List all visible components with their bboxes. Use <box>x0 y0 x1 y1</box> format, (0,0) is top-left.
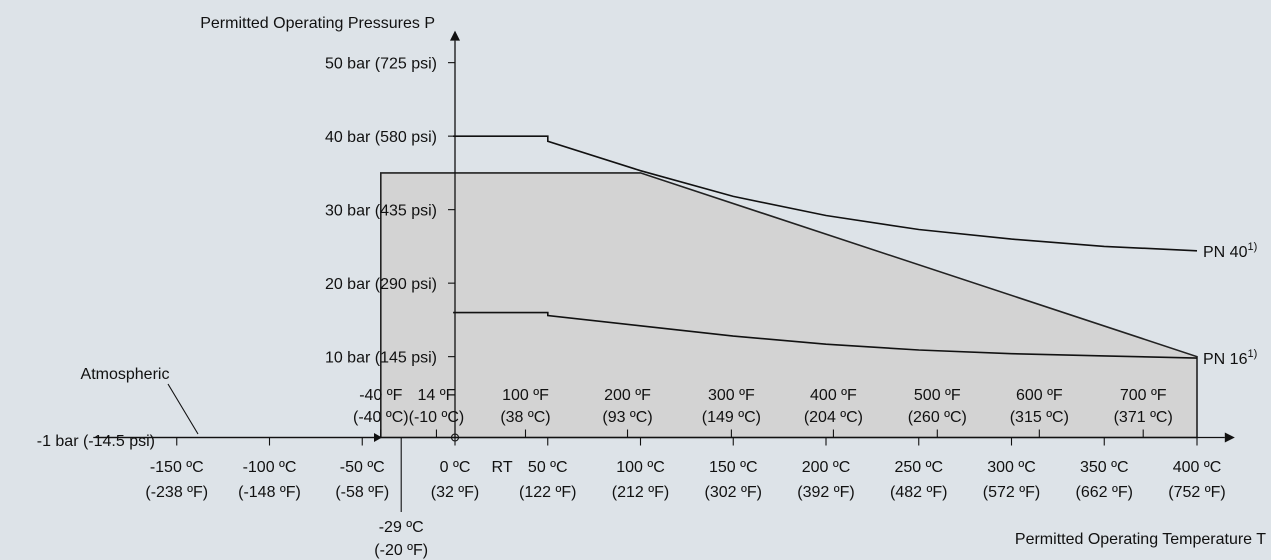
x-tick-sublabel: (572 ºF) <box>983 484 1040 501</box>
x-tick-sublabel: (752 ºF) <box>1168 484 1225 501</box>
fahrenheit-tick-sublabel: (93 ºC) <box>602 409 652 426</box>
special-tick-label: -29 ºC <box>379 519 424 536</box>
fahrenheit-tick-label: 14 ºF <box>418 387 456 404</box>
fahrenheit-tick-label: 200 ºF <box>604 387 651 404</box>
x-tick-label: -100 ºC <box>243 459 297 476</box>
y-tick-label: 40 bar (580 psi) <box>325 129 437 146</box>
x-tick-sublabel: (662 ºF) <box>1076 484 1133 501</box>
y-axis-arrowhead <box>450 30 460 41</box>
x-tick-sublabel: (482 ºF) <box>890 484 947 501</box>
x-tick-sublabel: (302 ºF) <box>705 484 762 501</box>
fahrenheit-tick-sublabel: (38 ºC) <box>500 409 550 426</box>
x-tick-label: 300 ºC <box>987 459 1036 476</box>
x-tick-sublabel: (-238 ºF) <box>145 484 208 501</box>
x-axis-title: Permitted Operating Temperature T <box>1015 531 1266 548</box>
room-temperature-label: RT <box>492 459 513 476</box>
x-tick-sublabel: (212 ºF) <box>612 484 669 501</box>
fahrenheit-tick-label: 400 ºF <box>810 387 857 404</box>
series-label: PN 161) <box>1203 348 1257 368</box>
atmospheric-leader-line <box>167 383 199 435</box>
x-tick-label: -50 ºC <box>340 459 385 476</box>
x-tick-label: 350 ºC <box>1080 459 1129 476</box>
fahrenheit-tick-label: 700 ºF <box>1120 387 1167 404</box>
fahrenheit-tick-label: 500 ºF <box>914 387 961 404</box>
y-axis-title: Permitted Operating Pressures P <box>200 15 435 32</box>
series-line <box>453 135 1198 252</box>
x-tick-sublabel: (122 ºF) <box>519 484 576 501</box>
fahrenheit-tick-sublabel: (204 ºC) <box>804 409 863 426</box>
series-label: PN 401) <box>1203 241 1257 261</box>
y-tick-label: 20 bar (290 psi) <box>325 276 437 293</box>
fahrenheit-tick-sublabel: (-40 ºC) <box>353 409 409 426</box>
fahrenheit-tick-sublabel: (315 ºC) <box>1010 409 1069 426</box>
fahrenheit-tick-sublabel: (371 ºC) <box>1114 409 1173 426</box>
y-tick-label: 30 bar (435 psi) <box>325 203 437 220</box>
special-tick-sublabel: (-20 ºF) <box>374 542 428 559</box>
x-tick-sublabel: (-58 ºF) <box>335 484 389 501</box>
series-superscript: 1) <box>1247 348 1257 360</box>
fahrenheit-tick-label: 600 ºF <box>1016 387 1063 404</box>
y-tick-label: 50 bar (725 psi) <box>325 56 437 73</box>
x-tick-sublabel: (392 ºF) <box>797 484 854 501</box>
x-tick-label: 0 ºC <box>440 459 471 476</box>
x-tick-label: 100 ºC <box>616 459 665 476</box>
fahrenheit-tick-sublabel: (260 ºC) <box>908 409 967 426</box>
plot-area: 10 bar (145 psi) 20 bar (290 psi) 30 bar (… <box>93 30 1257 559</box>
x-tick-sublabel: (-148 ºF) <box>238 484 301 501</box>
x-tick-label: 200 ºC <box>802 459 851 476</box>
fahrenheit-tick-sublabel: (149 ºC) <box>702 409 761 426</box>
atmospheric-note-label: Atmospheric <box>81 366 170 383</box>
atmospheric-pressure-label: -1 bar (-14.5 psi) <box>37 433 155 450</box>
fahrenheit-tick-label: -40 ºF <box>359 387 402 404</box>
x-tick-label: 150 ºC <box>709 459 758 476</box>
series-superscript: 1) <box>1247 241 1257 253</box>
series-line <box>453 311 1198 359</box>
x-tick-label: 50 ºC <box>528 459 568 476</box>
y-tick-label: 10 bar (145 psi) <box>325 350 437 367</box>
fahrenheit-tick-sublabel: (-10 ºC) <box>409 409 465 426</box>
x-tick-label: 250 ºC <box>894 459 943 476</box>
x-axis-arrowhead <box>1224 432 1235 443</box>
fahrenheit-tick-label: 300 ºF <box>708 387 755 404</box>
x-tick-label: 400 ºC <box>1173 459 1222 476</box>
x-tick-sublabel: (32 ºF) <box>431 484 480 501</box>
fahrenheit-tick-label: 100 ºF <box>502 387 549 404</box>
x-tick-label: -150 ºC <box>150 459 204 476</box>
